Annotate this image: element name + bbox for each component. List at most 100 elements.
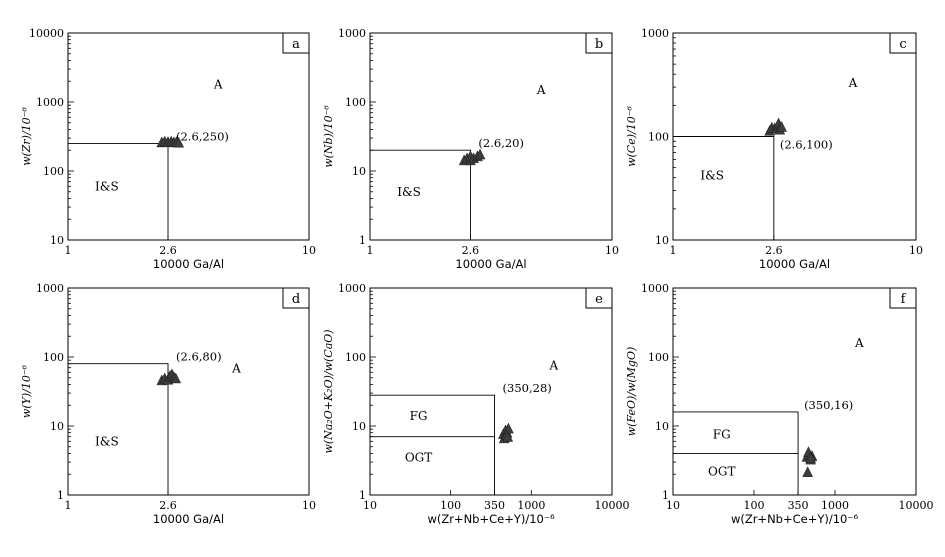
sample-point [170, 372, 182, 384]
panel-a: 10 100 1000 10000 1 2.6 10 10000 Ga/Al w(Zr)/10⁻… [20, 27, 316, 271]
field-label: OGT [708, 464, 735, 478]
y-tick-label: 100 [345, 351, 366, 364]
panel-label: c [899, 37, 906, 52]
field-label: A [854, 336, 864, 350]
sample-point [776, 121, 787, 132]
y-tick-label: 10 [655, 420, 669, 433]
panel-label: d [292, 292, 300, 307]
y-axis-label: w(FeO)/w(MgO) [625, 347, 638, 437]
y-tick-label: 10 [655, 234, 669, 247]
y-tick-label: 100 [648, 131, 669, 144]
x-tick-label: 10 [302, 244, 316, 257]
x-tick-label: 10 [605, 244, 619, 257]
plot-frame [67, 32, 310, 241]
panel-label: a [292, 37, 300, 52]
field-label: FG [713, 428, 731, 442]
panel-label: b [595, 37, 603, 52]
sample-point [474, 148, 486, 160]
y-tick-label: 1 [359, 489, 366, 502]
panel-c: 10 100 1000 1 2.6 10 10000 Ga/Al w(Ce)/10⁻⁶ A I&S… [625, 27, 923, 271]
y-tick-label: 10 [50, 420, 64, 433]
x-tick-label: 2.6 [765, 244, 783, 257]
boundary-annotation: (350,28) [503, 381, 552, 395]
panel-d: 1 10 100 1000 1 2.6 10 10000 Ga/Al w(Y)/10⁻⁶ A I&S… [20, 282, 316, 526]
y-tick-label: 1000 [641, 27, 669, 40]
x-tick-label: 2.6 [159, 244, 177, 257]
field-label: I&S [397, 185, 421, 199]
field-label: FG [410, 409, 428, 423]
panel-label: f [901, 292, 907, 307]
boundary-annotation: (2.6,80) [176, 350, 222, 364]
panel-label-box [585, 287, 613, 309]
x-tick-label: 1 [367, 244, 374, 257]
field-label: OGT [405, 450, 432, 464]
x-axis-label: 10000 Ga/Al [759, 257, 830, 271]
y-tick-label: 1 [662, 489, 669, 502]
x-axis-label: w(Zr+Nb+Ce+Y)/10⁻⁶ [731, 512, 859, 526]
panel-label-box [282, 287, 310, 309]
y-tick-label: 1000 [36, 96, 64, 109]
x-axis-label: 10000 Ga/Al [455, 257, 526, 271]
x-tick-label: 10 [666, 499, 680, 512]
y-tick-label: 1000 [338, 27, 366, 40]
y-tick-label: 10 [352, 420, 366, 433]
field-label: I&S [700, 168, 724, 182]
boundary-annotation: (350,16) [804, 398, 853, 412]
x-tick-label: 1000 [517, 499, 545, 512]
sample-point [802, 466, 814, 477]
x-axis-label: 10000 Ga/Al [153, 257, 224, 271]
x-axis-label: w(Zr+Nb+Ce+Y)/10⁻⁶ [427, 512, 555, 526]
x-tick-label: 1 [65, 244, 72, 257]
y-tick-label: 1000 [36, 282, 64, 295]
field-label: I&S [95, 434, 119, 448]
y-tick-label: 100 [43, 351, 64, 364]
panel-label-box [889, 287, 917, 309]
y-tick-label: 100 [345, 96, 366, 109]
panel-b: 1 10 100 1000 1 2.6 10 10000 Ga/Al w(Nb)/10⁻⁶ A I&… [322, 27, 619, 271]
y-tick-label: 1 [57, 489, 64, 502]
panel-label: e [595, 292, 603, 307]
x-tick-label: 1 [670, 244, 677, 257]
x-tick-label: 10 [909, 244, 923, 257]
sample-point [502, 431, 514, 442]
y-tick-label: 10000 [29, 27, 64, 40]
field-label: A [231, 362, 241, 376]
field-boundary [68, 363, 169, 495]
field-label: A [548, 359, 558, 373]
field-boundary [673, 136, 775, 240]
y-axis-label: w(Y)/10⁻⁶ [20, 364, 33, 418]
y-tick-label: 1000 [641, 282, 669, 295]
x-tick-label: 1000 [821, 499, 849, 512]
field-label: I&S [95, 179, 119, 193]
x-tick-label: 2.6 [462, 244, 480, 257]
y-tick-label: 1 [359, 234, 366, 247]
x-tick-label: 2.6 [159, 499, 177, 512]
x-tick-label: 1 [65, 499, 72, 512]
plot-frame [369, 287, 613, 496]
x-tick-label: 10 [302, 499, 316, 512]
plot-frame [369, 32, 613, 241]
sample-point [173, 136, 185, 148]
x-axis-label: 10000 Ga/Al [153, 512, 224, 526]
field-boundary [370, 149, 471, 240]
x-tick-label: 100 [744, 499, 765, 512]
boundary-annotation: (2.6,100) [780, 138, 833, 152]
boundary-annotation: (2.6,250) [176, 130, 229, 144]
y-tick-label: 1000 [338, 282, 366, 295]
y-tick-label: 10 [50, 234, 64, 247]
panel-label-box [889, 32, 917, 54]
y-axis-label: w(Ce)/10⁻⁶ [625, 105, 638, 166]
x-tick-label: 10000 [595, 499, 630, 512]
boundary-annotation: (2.6,20) [478, 136, 524, 150]
x-tick-label: 350 [484, 499, 505, 512]
x-tick-label: 100 [440, 499, 461, 512]
panel-label-box [282, 32, 310, 54]
field-label: A [848, 76, 858, 90]
plot-frame [672, 287, 917, 496]
y-tick-label: 10 [352, 165, 366, 178]
x-tick-label: 10 [363, 499, 377, 512]
field-boundary [370, 394, 496, 495]
